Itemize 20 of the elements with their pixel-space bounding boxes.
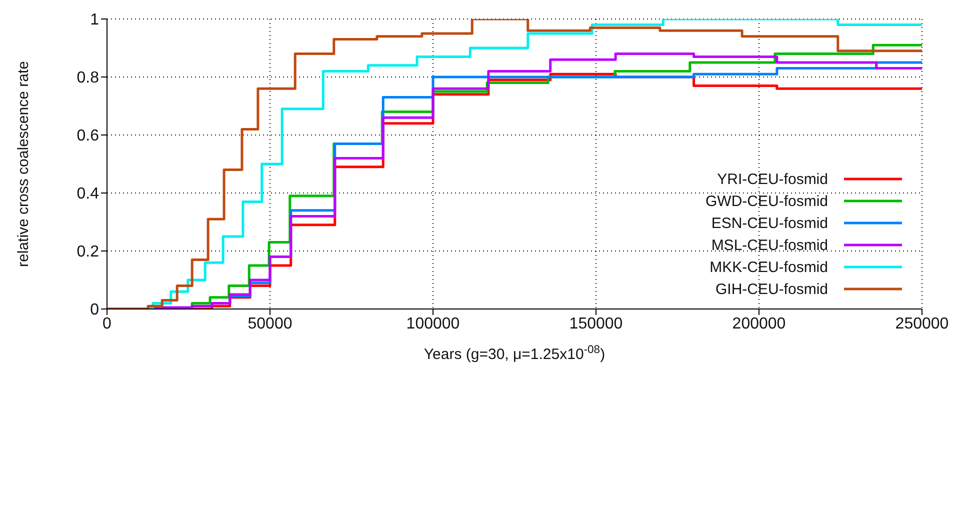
y-tick-label: 0.4 [76,186,100,203]
legend-label: MKK-CEU-fosmid [710,258,828,276]
legend-label: YRI-CEU-fosmid [717,170,828,188]
x-axis-title: Years (g=30, μ=1.25x10$^{-08}$) [424,344,606,363]
y-tick-label: 0.2 [76,244,100,261]
legend-label: ESN-CEU-fosmid [711,214,828,232]
x-tick-label: 200000 [732,315,786,332]
y-tick-label: 0.8 [76,70,100,87]
y-tick-label: 0 [90,302,100,319]
x-tick-label: 150000 [569,315,623,332]
y-tick-label: 1 [90,12,100,29]
legend-label: GWD-CEU-fosmid [706,192,828,210]
x-tick-label: 100000 [406,315,460,332]
legend-label: GIH-CEU-fosmid [715,280,828,298]
y-tick-label: 0.6 [76,128,100,145]
x-tick-label: 250000 [895,315,949,332]
y-axis-title: relative cross coalescence rate [15,61,32,267]
legend-label: MSL-CEU-fosmid [711,236,828,254]
x-tick-label: 0 [102,315,112,332]
x-tick-label: 50000 [248,315,292,332]
